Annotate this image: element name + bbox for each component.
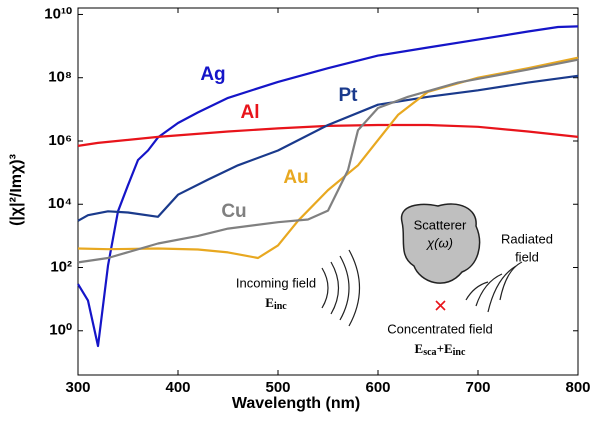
inset-symbol: Esca+Einc <box>415 341 466 358</box>
symbol-part: +E <box>437 341 453 356</box>
inset-text: Incoming field <box>236 275 316 290</box>
y-tick-label: 10⁸ <box>48 69 72 86</box>
data-line <box>77 58 579 264</box>
x-tick-label: 500 <box>265 379 290 396</box>
data-line <box>77 74 579 222</box>
series-label: Al <box>241 102 260 123</box>
y-tick-label: 10⁰ <box>49 322 72 339</box>
x-tick-label: 600 <box>365 379 390 396</box>
x-tick-label: 300 <box>65 379 90 396</box>
series-label: Pt <box>339 85 359 106</box>
y-tick-label: 10¹⁰ <box>44 5 72 22</box>
y-tick-label: 10⁶ <box>48 132 72 149</box>
y-tick-label: 10⁴ <box>48 195 72 212</box>
inset-text: Concentrated field <box>387 321 493 336</box>
inset-text: Scatterer <box>414 217 467 232</box>
scatterer-shape <box>400 203 481 284</box>
x-axis-label: Wavelength (nm) <box>232 395 360 412</box>
inset-text: field <box>515 249 539 264</box>
series-label: Ag <box>200 64 225 85</box>
x-tick-label: 400 <box>165 379 190 396</box>
symbol-part: inc <box>453 347 466 358</box>
series-label: Au <box>283 167 308 188</box>
plot-area: 300 400 500 600 700 800 10⁰ 10² 10⁴ 10⁶ 10⁸ 10¹⁰ Ag A… <box>44 5 590 396</box>
x-tick-label: 800 <box>565 379 590 396</box>
inset-text: Radiated <box>501 231 553 246</box>
axes-frame <box>77 7 579 376</box>
inset-text: χ(ω) <box>426 235 453 250</box>
inset-symbol: Einc <box>265 295 287 312</box>
symbol-part: E <box>415 341 424 356</box>
symbol-part: sca <box>423 347 436 358</box>
inset-diagram: Scatterer χ(ω) Radiated field Incoming f… <box>236 203 553 358</box>
series-label: Cu <box>221 201 246 222</box>
wave-arcs <box>321 249 523 327</box>
focus-marker <box>435 300 446 311</box>
symbol-part: inc <box>274 301 287 312</box>
symbol-part: E <box>265 295 274 310</box>
y-tick-label: 10² <box>50 258 72 275</box>
data-line <box>77 56 579 260</box>
y-axis-label: (|χ|²/Imχ)³ <box>8 154 25 226</box>
x-tick-label: 700 <box>465 379 490 396</box>
